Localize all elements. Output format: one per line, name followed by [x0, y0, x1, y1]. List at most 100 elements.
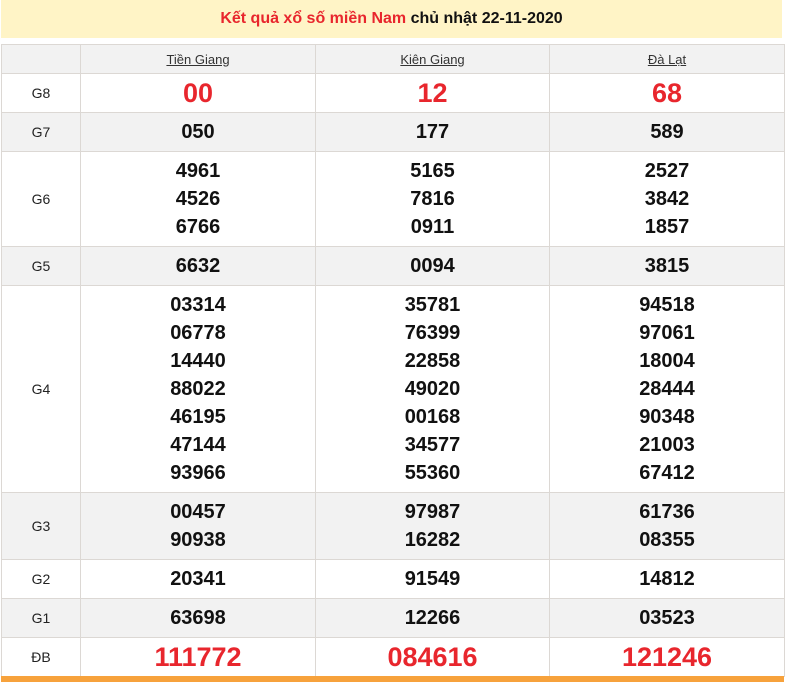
prize-cell: 35781 76399 22858 49020 00168 34577 55360: [315, 285, 550, 493]
province-link[interactable]: Kiên Giang: [400, 51, 465, 67]
prize-number: 93966: [170, 462, 226, 484]
prize-number: 22858: [404, 350, 461, 372]
bottom-bar: [1, 676, 784, 682]
prize-number: 6766: [175, 216, 221, 238]
prize-cell: 12: [315, 73, 550, 113]
prize-row: ĐB 111772 084616 121246: [1, 637, 785, 677]
prize-cell: 5165 7816 0911: [315, 151, 550, 247]
prize-cell: 20341: [80, 559, 316, 599]
prize-row: G5 6632 0094 3815: [1, 246, 785, 286]
title-main: Kết quả xổ số miền Nam: [220, 10, 407, 27]
prize-number: 14812: [639, 568, 695, 590]
results-table: Tiền Giang Kiên Giang Đà Lạt G8 00 12 68 G7 0…: [1, 44, 785, 677]
prize-number: 00457: [170, 501, 226, 523]
prize-row: G1 63698 12266 03523: [1, 598, 785, 638]
prize-number: 46195: [170, 406, 226, 428]
prize-number: 76399: [404, 322, 461, 344]
prize-cell: 4961 4526 6766: [80, 151, 316, 247]
prize-number: 90348: [639, 406, 695, 428]
prize-label: G2: [1, 559, 81, 599]
prize-number: 0911: [410, 216, 455, 238]
results-title: Kết quả xổ số miền Nam chủ nhật 22-11-20…: [1, 0, 782, 38]
prize-number: 589: [650, 121, 684, 143]
prize-number: 21003: [639, 434, 695, 456]
prize-number: 00: [182, 78, 214, 108]
header-empty: [1, 44, 81, 74]
prize-label: G8: [1, 73, 81, 113]
prize-number: 121246: [621, 642, 713, 672]
prize-number: 67412: [639, 462, 695, 484]
province-link[interactable]: Đà Lạt: [647, 51, 687, 67]
prize-number: 4961: [175, 160, 221, 182]
prize-number: 111772: [154, 642, 242, 672]
prize-number: 88022: [170, 378, 226, 400]
prize-number: 18004: [639, 350, 695, 372]
prize-cell: 03523: [549, 598, 785, 638]
prize-number: 49020: [404, 378, 461, 400]
prize-cell: 97987 16282: [315, 492, 550, 560]
prize-cell: 589: [549, 112, 785, 152]
prize-cell: 00457 90938: [80, 492, 316, 560]
prize-number: 91549: [404, 568, 461, 590]
prize-label: ĐB: [1, 637, 81, 677]
prize-row: G4 03314 06778 14440 88022 46195 47144 93966 357…: [1, 285, 785, 493]
prize-number: 4526: [175, 188, 221, 210]
prize-number: 63698: [170, 607, 226, 629]
prize-cell: 0094: [315, 246, 550, 286]
prize-number: 3815: [644, 255, 690, 277]
prize-cell: 084616: [315, 637, 550, 677]
prize-number: 00168: [404, 406, 461, 428]
prize-row: G7 050 177 589: [1, 112, 785, 152]
prize-number: 03314: [170, 294, 226, 316]
prize-label: G6: [1, 151, 81, 247]
prize-number: 0094: [410, 255, 455, 277]
prize-number: 6632: [175, 255, 221, 277]
prize-number: 5165: [410, 160, 455, 182]
prize-row: G6 4961 4526 6766 5165 7816 0911 2527 3842 1857: [1, 151, 785, 247]
prize-number: 3842: [644, 188, 690, 210]
prize-number: 03523: [639, 607, 695, 629]
prize-row: G3 00457 90938 97987 16282 61736 08355: [1, 492, 785, 560]
prize-number: 28444: [639, 378, 695, 400]
prize-number: 08355: [639, 529, 695, 551]
prize-number: 55360: [404, 462, 461, 484]
prize-number: 35781: [404, 294, 461, 316]
prize-label: G3: [1, 492, 81, 560]
prize-number: 20341: [170, 568, 226, 590]
prize-number: 97987: [404, 501, 461, 523]
prize-cell: 68: [549, 73, 785, 113]
prize-cell: 050: [80, 112, 316, 152]
prize-number: 12: [417, 78, 448, 108]
prize-cell: 94518 97061 18004 28444 90348 21003 67412: [549, 285, 785, 493]
title-date: chủ nhật 22-11-2020: [410, 10, 563, 27]
prize-cell: 6632: [80, 246, 316, 286]
prize-number: 61736: [639, 501, 695, 523]
prize-number: 97061: [639, 322, 695, 344]
prize-row: G2 20341 91549 14812: [1, 559, 785, 599]
prize-label: G5: [1, 246, 81, 286]
province-header-row: Tiền Giang Kiên Giang Đà Lạt: [1, 44, 785, 74]
prize-cell: 61736 08355: [549, 492, 785, 560]
prize-number: 16282: [404, 529, 461, 551]
province-link[interactable]: Tiền Giang: [166, 51, 230, 67]
prize-number: 68: [651, 78, 683, 108]
prize-number: 7816: [410, 188, 455, 210]
prize-number: 47144: [170, 434, 226, 456]
prize-number: 94518: [639, 294, 695, 316]
prize-cell: 00: [80, 73, 316, 113]
prize-number: 06778: [170, 322, 226, 344]
prize-cell: 12266: [315, 598, 550, 638]
prize-number: 1857: [644, 216, 690, 238]
prize-number: 2527: [644, 160, 690, 182]
prize-cell: 3815: [549, 246, 785, 286]
prize-cell: 121246: [549, 637, 785, 677]
prize-label: G7: [1, 112, 81, 152]
prize-number: 90938: [170, 529, 226, 551]
prize-cell: 111772: [80, 637, 316, 677]
prize-number: 14440: [170, 350, 226, 372]
prize-row: G8 00 12 68: [1, 73, 785, 113]
prize-number: 050: [181, 121, 215, 143]
prize-number: 084616: [387, 642, 478, 672]
prize-number: 177: [415, 121, 450, 143]
prize-cell: 63698: [80, 598, 316, 638]
